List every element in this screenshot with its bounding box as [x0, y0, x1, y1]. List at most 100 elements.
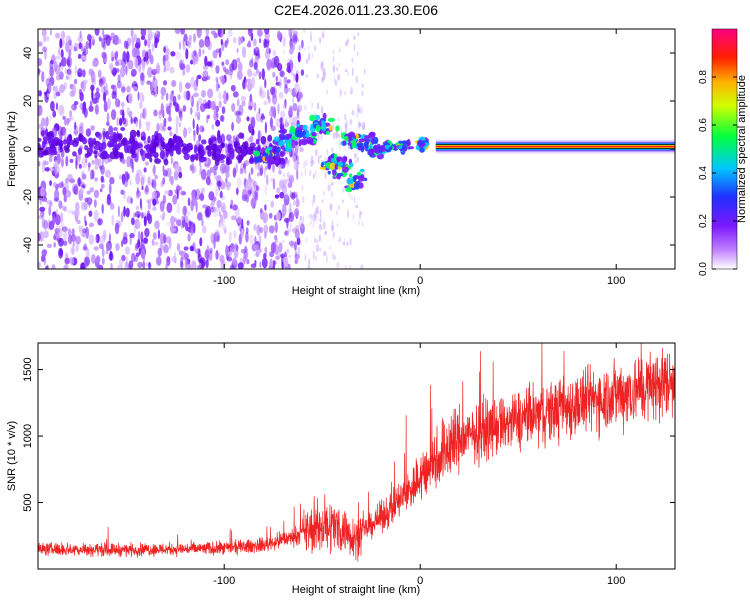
- noise-speckle: [199, 237, 203, 247]
- signal-blob: [211, 136, 217, 142]
- signal-blob: [131, 144, 137, 151]
- signal-blob: [255, 138, 260, 145]
- signal-blob: [158, 138, 163, 143]
- noise-speckle: [49, 66, 54, 78]
- noise-speckle: [296, 168, 299, 180]
- noise-speckle: [105, 34, 111, 47]
- noise-speckle: [284, 159, 291, 164]
- noise-speckle: [236, 98, 240, 107]
- signal-blob: [254, 157, 262, 163]
- noise-speckle: [140, 72, 145, 82]
- noise-speckle: [209, 250, 213, 262]
- noise-speckle: [38, 58, 43, 67]
- noise-speckle: [180, 189, 183, 196]
- noise-speckle: [111, 90, 116, 100]
- noise-speckle: [178, 81, 183, 93]
- noise-speckle: [162, 55, 166, 67]
- noise-speckle: [256, 172, 260, 177]
- noise-speckle: [140, 176, 145, 187]
- noise-speckle: [65, 155, 69, 167]
- noise-speckle: [46, 35, 50, 42]
- noise-speckle: [264, 78, 267, 89]
- noise-speckle: [353, 195, 356, 204]
- noise-speckle: [292, 33, 298, 44]
- noise-speckle: [199, 39, 204, 48]
- noise-speckle: [316, 205, 320, 214]
- noise-speckle: [76, 219, 81, 225]
- noise-speckle: [85, 41, 90, 50]
- noise-speckle: [175, 103, 180, 112]
- noise-speckle: [334, 79, 338, 87]
- noise-speckle: [106, 240, 112, 251]
- noise-speckle: [178, 122, 182, 128]
- noise-speckle: [298, 44, 301, 52]
- noise-speckle: [332, 231, 335, 238]
- noise-speckle: [270, 62, 275, 69]
- noise-speckle: [84, 220, 88, 227]
- noise-speckle: [279, 70, 285, 78]
- noise-speckle: [318, 224, 323, 231]
- signal-blob: [417, 140, 424, 145]
- signal-blob: [307, 139, 313, 145]
- noise-speckle: [323, 191, 326, 196]
- spectrogram-y-ticks: -40 -20 0 20 40: [22, 47, 675, 253]
- noise-speckle: [331, 220, 333, 224]
- signal-blob: [77, 147, 83, 155]
- noise-speckle: [268, 95, 271, 104]
- noise-speckle: [128, 110, 133, 118]
- noise-speckle: [67, 173, 73, 182]
- noise-speckle: [302, 29, 306, 33]
- signal-blob: [384, 144, 390, 150]
- signal-blob: [160, 141, 165, 147]
- noise-speckle: [182, 43, 186, 51]
- noise-speckle: [299, 147, 304, 153]
- noise-speckle: [162, 177, 165, 185]
- noise-speckle: [159, 242, 163, 252]
- noise-speckle: [264, 166, 266, 179]
- noise-speckle: [43, 161, 49, 166]
- noise-speckle: [323, 71, 326, 79]
- noise-speckle: [193, 50, 197, 57]
- noise-speckle: [116, 117, 120, 127]
- noise-speckle: [227, 29, 233, 38]
- noise-speckle: [334, 76, 336, 84]
- noise-speckle: [246, 116, 250, 122]
- noise-speckle: [213, 169, 217, 176]
- noise-speckle: [91, 160, 95, 165]
- noise-speckle: [121, 109, 125, 122]
- noise-speckle: [192, 165, 197, 173]
- noise-speckle: [343, 238, 346, 247]
- noise-speckle: [314, 170, 317, 178]
- noise-speckle: [175, 115, 180, 126]
- noise-speckle: [331, 182, 334, 186]
- noise-speckle: [194, 111, 198, 118]
- signal-blob: [228, 151, 235, 160]
- noise-speckle: [311, 52, 313, 59]
- noise-speckle: [192, 118, 195, 130]
- noise-speckle: [264, 40, 270, 48]
- signal-blob: [82, 137, 88, 145]
- signal-blob: [374, 144, 378, 153]
- signal-blob: [267, 146, 273, 151]
- noise-speckle: [117, 205, 120, 218]
- noise-speckle: [279, 191, 285, 199]
- noise-speckle: [299, 220, 301, 230]
- noise-speckle: [166, 202, 173, 214]
- noise-speckle: [126, 51, 130, 63]
- noise-speckle: [122, 51, 127, 63]
- noise-speckle: [58, 200, 63, 209]
- noise-speckle: [297, 161, 301, 165]
- signal-blob: [105, 130, 110, 140]
- noise-speckle: [163, 46, 167, 53]
- noise-speckle: [221, 195, 225, 200]
- noise-speckle: [196, 74, 202, 80]
- noise-speckle: [55, 208, 59, 215]
- noise-speckle: [283, 49, 285, 56]
- noise-speckle: [297, 198, 300, 204]
- noise-speckle: [145, 121, 151, 126]
- noise-speckle: [197, 212, 203, 221]
- noise-speckle: [109, 202, 115, 211]
- noise-speckle: [255, 185, 259, 191]
- noise-speckle: [210, 196, 217, 202]
- noise-speckle: [156, 256, 162, 266]
